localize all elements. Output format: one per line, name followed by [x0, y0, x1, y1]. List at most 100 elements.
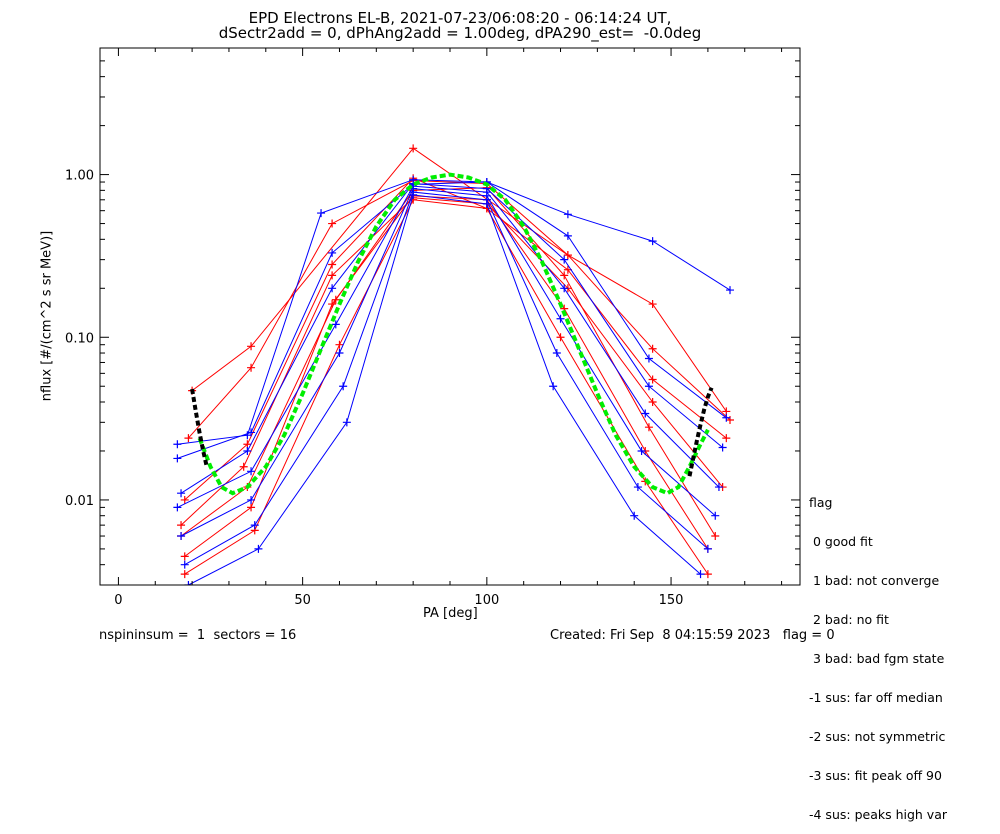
x-tick-label: 150	[659, 593, 684, 608]
data-point	[177, 532, 186, 541]
data-point	[644, 354, 653, 363]
data-point	[339, 382, 348, 391]
fit-tail-1	[687, 386, 714, 477]
x-axis-label: PA [deg]	[423, 606, 478, 621]
data-point	[641, 409, 650, 418]
data-point	[718, 443, 727, 452]
legend-item: 2 bad: no fit	[809, 612, 889, 627]
data-point	[177, 489, 186, 498]
y-tick-label: 0.01	[65, 494, 94, 509]
y-tick-label: 0.10	[65, 331, 94, 346]
series-line-5	[184, 195, 709, 557]
data-point	[335, 349, 344, 358]
data-point	[180, 552, 189, 561]
data-point	[328, 271, 337, 280]
data-point	[328, 284, 337, 293]
series-line-8	[177, 181, 727, 459]
data-point	[482, 199, 491, 208]
data-point	[328, 219, 337, 228]
data-point	[177, 521, 186, 530]
data-point	[648, 344, 657, 353]
data-point	[247, 342, 256, 351]
series-line-6	[184, 199, 709, 575]
data-point	[552, 349, 561, 358]
y-tick-label: 1.00	[65, 169, 94, 184]
data-point	[247, 467, 256, 476]
data-point	[644, 423, 653, 432]
data-point	[247, 503, 256, 512]
data-point	[247, 495, 256, 504]
data-point	[335, 340, 344, 349]
data-point	[563, 210, 572, 219]
data-point	[173, 454, 182, 463]
data-point	[703, 544, 712, 553]
data-point	[560, 284, 569, 293]
data-point	[328, 260, 337, 269]
series-line-2	[184, 177, 727, 501]
data-point	[239, 462, 248, 471]
series-line-10	[177, 185, 720, 508]
legend-title: flag	[809, 495, 833, 510]
data-point	[711, 511, 720, 520]
chart-title: EPD Electrons EL-B, 2021-07-23/06:08:20 …	[248, 9, 672, 27]
data-point	[722, 434, 731, 443]
data-point	[328, 300, 337, 309]
footer-left: nspininsum = 1 sectors = 16	[99, 628, 297, 643]
flag-legend: flag 0 good fit 1 bad: not converge 2 ba…	[809, 470, 947, 834]
data-point	[180, 495, 189, 504]
x-tick-label: 50	[294, 593, 311, 608]
plot-frame	[99, 47, 801, 586]
pa-distribution-plot: 0 50 100 150 0.01 0.10 1.00	[65, 47, 801, 608]
data-point	[184, 434, 193, 443]
data-point	[243, 446, 252, 455]
data-point	[563, 251, 572, 260]
data-point	[726, 286, 734, 295]
footer-right: Created: Fri Sep 8 04:15:59 2023 flag = …	[550, 628, 835, 643]
data-point	[648, 300, 657, 309]
series-line-9	[180, 183, 723, 494]
legend-item: -4 sus: peaks high var	[809, 807, 948, 822]
data-point	[549, 382, 558, 391]
legend-item: -2 sus: not symmetric	[809, 729, 946, 744]
data-point	[254, 544, 263, 553]
data-point	[703, 570, 712, 579]
data-point	[648, 237, 657, 246]
data-point	[556, 333, 565, 342]
data-point	[247, 428, 256, 437]
data-point	[633, 483, 642, 492]
x-tick-label: 100	[474, 593, 499, 608]
data-point	[409, 190, 418, 199]
legend-item: 0 good fit	[809, 534, 873, 549]
data-point	[630, 511, 639, 520]
data-point	[331, 320, 340, 329]
series-line-1	[188, 179, 731, 439]
data-point	[173, 503, 182, 512]
legend-item: 1 bad: not converge	[809, 573, 940, 588]
series-line-7	[177, 179, 731, 445]
series-line-13	[188, 194, 701, 585]
data-point	[714, 483, 723, 492]
data-point	[409, 144, 418, 153]
x-tick-label: 0	[114, 593, 122, 608]
series-line-12	[184, 191, 709, 566]
data-point	[180, 560, 189, 569]
data-point	[243, 440, 252, 449]
data-point	[711, 532, 720, 541]
data-point	[648, 397, 657, 406]
data-point	[637, 446, 646, 455]
data-point	[560, 255, 569, 264]
data-point	[648, 375, 657, 384]
data-point	[560, 271, 569, 280]
data-point	[173, 440, 182, 449]
legend-item: -3 sus: fit peak off 90	[809, 768, 942, 783]
series-line-3	[180, 197, 723, 526]
data-point	[180, 570, 189, 579]
fit-tail-0	[190, 388, 209, 468]
data-point	[696, 570, 705, 579]
data-point	[556, 314, 565, 323]
data-point	[250, 521, 259, 530]
y-axis-label: nflux [#/(cm^2 s sr MeV)]	[39, 230, 55, 402]
series-line-11	[180, 188, 716, 537]
data-point	[328, 248, 337, 257]
chart-subtitle: dSectr2add = 0, dPhAng2add = 1.00deg, dP…	[218, 24, 702, 42]
